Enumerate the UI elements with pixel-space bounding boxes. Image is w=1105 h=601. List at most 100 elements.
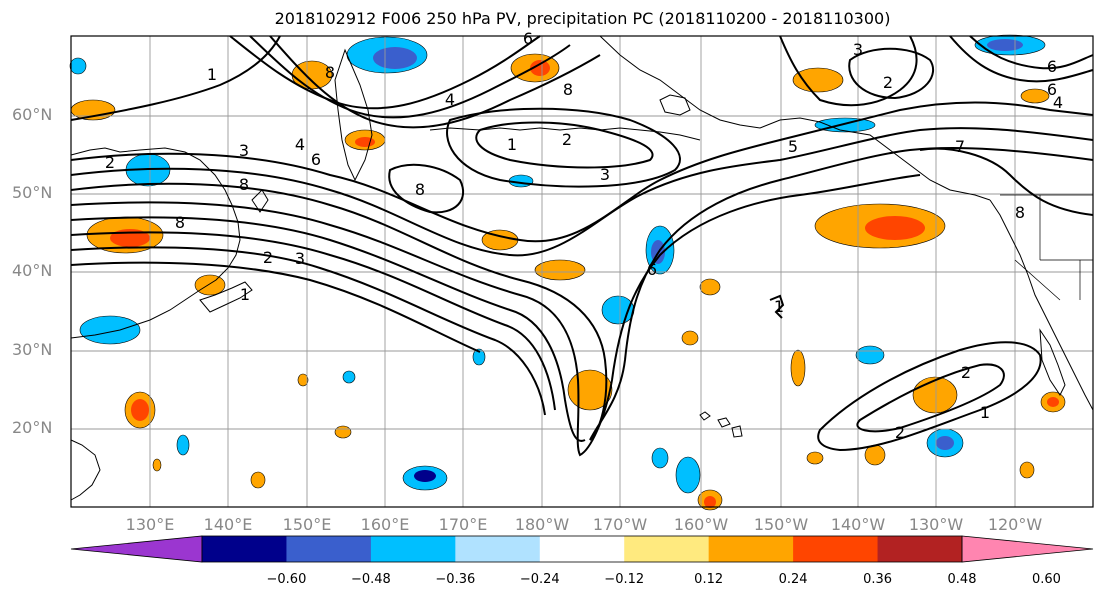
contour-label: 6 <box>523 29 533 48</box>
colorbar <box>70 535 1094 563</box>
precip-negative-patch <box>79 315 141 345</box>
precip-positive-core <box>131 399 149 421</box>
precip-negative-core <box>987 39 1023 51</box>
precip-positive-patch <box>792 67 844 93</box>
precip-positive-patch <box>297 373 309 387</box>
contour-label: 2 <box>883 73 893 92</box>
coastline-island <box>659 94 691 116</box>
precip-positive-patch <box>1019 461 1035 479</box>
pv-contours <box>70 35 1094 457</box>
contour-label: 1 <box>507 135 517 154</box>
pv-contour <box>70 174 921 457</box>
lon-label: 130°W <box>908 515 964 534</box>
contour-label: 8 <box>1015 203 1025 222</box>
lat-lon-grid <box>71 36 1093 507</box>
precip-negative-patch <box>342 370 356 384</box>
pv-contour <box>969 35 1094 70</box>
colorbar-segment <box>370 536 456 562</box>
pv-contour <box>70 216 586 442</box>
precip-negative-patch <box>69 57 87 75</box>
colorbar-tick-label: −0.24 <box>519 572 560 587</box>
lon-label: 150°W <box>753 515 809 534</box>
precip-positive-patch <box>534 259 586 281</box>
lon-label: 140°E <box>203 515 253 534</box>
contour-label: 6 <box>311 150 321 169</box>
contour-label: 8 <box>563 80 573 99</box>
colorbar-segment <box>793 536 879 562</box>
precip-positive-patch <box>681 330 699 346</box>
contour-label: 4 <box>295 135 305 154</box>
colorbar-tick-label: 0.12 <box>694 572 724 587</box>
precip-positive-patch <box>699 278 721 296</box>
lon-label: 130°E <box>125 515 175 534</box>
contour-label: 8 <box>175 213 185 232</box>
precip-positive-core <box>1047 397 1059 407</box>
colorbar-tick-label: 0.48 <box>947 572 977 587</box>
contour-label: 3 <box>239 141 249 160</box>
colorbar-tick-label: 0.36 <box>863 572 893 587</box>
colorbar-segment <box>286 536 372 562</box>
map-frame <box>70 35 1094 508</box>
lon-label: 170°W <box>592 515 648 534</box>
pv-contour <box>70 231 556 411</box>
lat-label: 30°N <box>12 340 53 359</box>
precip-positive-patch <box>250 471 266 489</box>
precip-negative-core <box>373 47 417 69</box>
pv-contour <box>70 246 546 416</box>
coastline-hawaii <box>699 411 743 438</box>
lon-label: 120°W <box>987 515 1043 534</box>
contour-label: 2 <box>895 423 905 442</box>
pv-contour-closed <box>388 163 465 214</box>
pv-contour <box>949 35 1094 83</box>
pv-contour-closed <box>856 363 1005 433</box>
precip-positive-patch <box>912 376 958 414</box>
colorbar-extend-high <box>961 535 1094 563</box>
precip-positive-core <box>530 60 550 76</box>
contour-label: 6 <box>1047 80 1057 99</box>
contour-label: 1 <box>207 65 217 84</box>
lat-label: 20°N <box>12 418 53 437</box>
pv-contour <box>919 147 1094 216</box>
pv-contour <box>70 261 481 353</box>
lat-label: 50°N <box>12 183 53 202</box>
contour-label: 1 <box>980 403 990 422</box>
pv-contour <box>229 35 541 110</box>
contour-label: 6 <box>647 260 657 279</box>
colorbar-segment <box>877 536 963 562</box>
colorbar-outline <box>201 535 963 563</box>
precip-negative-patch <box>675 456 701 494</box>
colorbar-tick-label: 0.24 <box>778 572 808 587</box>
coastline-philippines <box>70 439 101 501</box>
contour-label: 2 <box>263 248 273 267</box>
contour-label: 1 <box>240 285 250 304</box>
contour-labels: 1 2 3 4 6 8 8 3 2 1 4 1 2 3 8 8 8 6 6 5 … <box>105 29 1063 442</box>
colorbar-segment <box>539 536 625 562</box>
coastline-japan <box>199 281 253 313</box>
pv-contour-closed <box>475 121 654 169</box>
contour-label: 8 <box>415 180 425 199</box>
contour-label: 4 <box>1053 93 1063 112</box>
colorbar-tick-label: −0.36 <box>435 572 476 587</box>
colorbar-tick-label: −0.48 <box>350 572 391 587</box>
colorbar-segment <box>455 536 541 562</box>
precip-positive-patch <box>790 349 806 387</box>
contour-label: 1 <box>774 297 784 316</box>
page-title: 2018102912 F006 250 hPa PV, precipitatio… <box>274 9 891 28</box>
contour-label: 2 <box>562 130 572 149</box>
colorbar-tick-label: 0.60 <box>1031 572 1061 587</box>
precip-negative-patch <box>472 348 486 366</box>
lon-label: 170°E <box>438 515 488 534</box>
colorbar-segment <box>624 536 710 562</box>
pv-contour <box>70 35 281 121</box>
contour-label: 6 <box>1047 57 1057 76</box>
precip-positive-patch <box>334 425 352 439</box>
contour-label: 2 <box>961 363 971 382</box>
lon-label: 150°E <box>282 515 332 534</box>
precip-negative-patch <box>855 345 885 365</box>
contour-label: 2 <box>105 153 115 172</box>
precip-positive-patch <box>194 274 226 296</box>
colorbar-extend-low <box>70 535 203 563</box>
coastline-baja <box>1039 328 1066 396</box>
coastline-alaska <box>599 35 991 201</box>
